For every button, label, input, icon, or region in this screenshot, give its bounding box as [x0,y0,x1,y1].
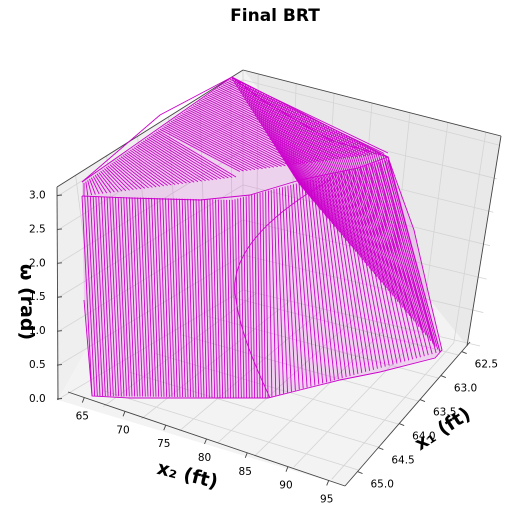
z-tick-mark-0 [57,399,62,400]
z-tick-mark-2 [57,331,62,332]
x1-tick-mark-5 [358,472,363,474]
x1-tick-label-1: 63.0 [454,383,477,395]
z-tick-mark-5 [57,229,62,230]
z-tick-mark-4 [57,263,62,264]
x1-tick-label-5: 65.0 [371,479,394,491]
z-tick-label-0: 0.0 [29,393,46,405]
x2-tick-label-6: 95 [320,493,333,505]
z-tick-label-5: 2.5 [29,223,46,235]
z-tick-mark-1 [57,365,62,366]
omega-axis-label: ω (rad) [16,264,38,340]
x1-tick-mark-2 [420,400,425,402]
x2-tick-label-4: 85 [239,466,252,478]
x2-tick-mark-6 [327,480,329,485]
z-tick-label-6: 3.0 [29,189,46,201]
chart-title: Final BRT [230,6,320,26]
x1-tick-label-0: 62.5 [475,359,498,371]
x1-tick-mark-3 [399,424,404,426]
z-tick-label-1: 0.5 [29,359,46,371]
x2-tick-label-1: 70 [116,424,129,436]
z-tick-mark-3 [57,297,62,298]
x2-tick-label-2: 75 [157,438,170,450]
x1-tick-mark-1 [441,376,446,378]
x2-tick-label-0: 65 [76,411,89,423]
z-tick-mark-6 [57,195,62,196]
x1-tick-mark-4 [378,448,383,450]
x1-tick-label-4: 64.5 [391,455,414,467]
x1-tick-mark-0 [462,352,467,354]
x2-tick-label-3: 80 [198,452,211,464]
x2-tick-label-5: 90 [279,480,292,492]
